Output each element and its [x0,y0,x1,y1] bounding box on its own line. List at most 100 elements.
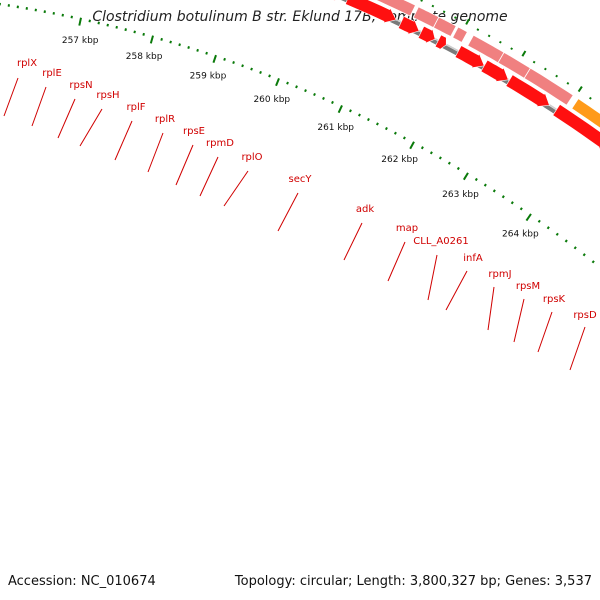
scale-tick [420,146,424,150]
label-leader [445,270,468,311]
scale-tick [196,48,199,52]
gene-label: rplR [155,114,175,125]
backbone-tick [476,28,480,31]
genome-summary-text: Topology: circular; Length: 3,800,327 bp… [234,574,592,589]
gene-bar-segment [571,98,600,129]
scale-tick [275,77,280,87]
scale-tick [537,219,541,223]
scale-tick [591,260,595,264]
scale-tick [456,166,460,171]
scale-tick [241,64,244,68]
scale-tick [124,28,127,32]
scale-tick [564,239,568,243]
scale-tick [97,21,100,25]
scale-tick [149,35,154,44]
scale-tick [286,81,289,85]
scale-tick [573,246,577,250]
scale-tick [447,161,451,165]
scale-tick [483,183,487,187]
gene-bar-segment [452,26,468,44]
gene-label: infA [463,253,483,264]
label-leader [427,254,438,301]
backbone-ticks [420,0,592,100]
backbone-tick [487,34,491,38]
label-leader [79,108,103,147]
scale-tick [304,89,307,93]
scale-tick [525,213,532,222]
cds-arrow [480,59,509,82]
scale-tick [78,17,82,26]
label-leader [114,120,133,161]
scale-tick [546,226,550,230]
cds-arrow [332,0,338,2]
label-leader [387,241,406,282]
scale-tick [510,201,514,205]
gene-label: rplO [241,152,262,163]
scale-tick [582,253,586,257]
cds-arrow [397,16,420,35]
scale-tick [187,46,190,50]
cds-arrow [434,34,447,51]
backbone-tick [544,67,547,71]
scale-label: 257 kbp [62,36,99,46]
backbone-tick [499,40,502,44]
scale-tick [133,30,136,34]
scale-label: 262 kbp [381,155,418,165]
gene-bar-segment [432,16,457,38]
gene-label: adk [356,204,374,215]
scale-tick [438,156,442,160]
label-leaders [3,77,586,371]
scale-tick [70,15,73,19]
gene-label: CLL_A0261 [413,236,468,247]
scale-tick [519,207,523,211]
scale-tick [409,141,415,150]
backbone-tick [589,96,592,100]
label-leader [277,192,299,232]
scale-tick [492,189,496,193]
scale-tick [384,126,388,131]
label-leader [487,286,495,331]
gene-label: rpsH [96,90,119,101]
scale-tick [223,57,226,61]
scale-tick [295,85,298,89]
scale-label: 261 kbp [317,123,354,133]
scale-tick [402,136,406,140]
backbone-tick [465,18,470,25]
scale-label: 260 kbp [253,95,290,105]
scale-label: 264 kbp [502,229,539,239]
scale-tick [366,117,370,122]
cds-arrow [454,45,485,69]
label-leader [343,222,363,261]
scale-tick [331,100,334,105]
backbone-tick [442,10,446,14]
scale-tick [555,232,559,236]
gene-label: map [396,223,418,234]
scale-tick [429,151,433,155]
label-leader [199,156,219,197]
gene-label: rplF [127,102,146,113]
gene-label: rpmJ [488,269,511,280]
scale-tick [462,172,469,181]
scale-tick [259,70,262,74]
scale-tick [358,113,361,117]
backbone-tick [566,81,570,85]
accession-text: Accession: NC_010674 [8,574,156,589]
scale-tick [232,61,235,65]
gene-label: rplE [42,68,62,79]
gene-label: secY [289,174,313,185]
gene-bars [374,0,600,129]
scale-tick [212,54,217,64]
backbone-tick [521,50,527,57]
gene-label: rpsD [573,310,597,321]
scale-tick [142,32,145,36]
scale-tick [169,40,172,44]
backbone-tick [555,74,559,78]
scale-tick [501,195,505,199]
label-leader [57,98,76,139]
label-leader [3,77,19,117]
scale-tick [393,131,397,135]
backbone-tick [431,4,435,8]
label-leader [537,311,553,353]
scale-tick [178,43,181,47]
gene-label: rpmD [206,138,234,149]
